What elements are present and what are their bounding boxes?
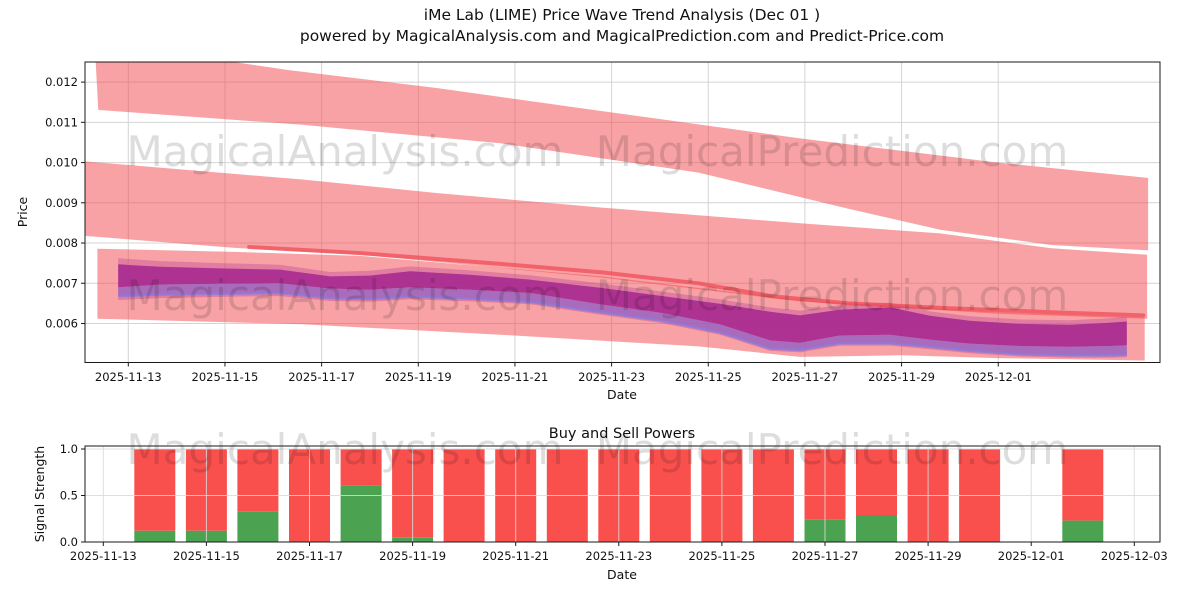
y-tick-label: 0.009 — [45, 196, 78, 210]
watermark-text: MagicalAnalysis.com — [127, 425, 564, 474]
watermark-text: MagicalAnalysis.com — [127, 127, 564, 176]
x-tick-label: 2025-12-03 — [1101, 549, 1168, 563]
x-tick-label: 2025-12-01 — [965, 370, 1032, 384]
price-chart-ticks: 2025-11-13 2025-11-15 2025-11-17 2025-11-19… — [45, 75, 1032, 384]
x-tick-label: 2025-11-25 — [688, 549, 755, 563]
x-tick-label: 2025-11-13 — [70, 549, 137, 563]
bar-chart-title: Buy and Sell Powers — [549, 426, 695, 442]
y-tick-label: 0.012 — [45, 75, 78, 89]
middle-forecast-band — [85, 161, 1148, 319]
bar-plot-border — [84, 445, 1161, 543]
bar-xlabel: Date — [607, 567, 637, 582]
watermark-text: MagicalPrediction.com — [596, 271, 1069, 320]
trend-line — [247, 245, 1146, 318]
x-tick-label: 2025-11-29 — [895, 549, 962, 563]
x-tick-label: 2025-11-21 — [482, 549, 549, 563]
x-tick-label: 2025-12-01 — [998, 549, 1065, 563]
chart-title: iMe Lab (LIME) Price Wave Trend Analysis… — [424, 6, 820, 24]
y-tick-label: 0.011 — [45, 115, 78, 129]
sell-bar-segment — [1062, 449, 1104, 521]
y-tick-label: 0.5 — [60, 489, 78, 503]
sell-bar-segment — [237, 449, 279, 512]
x-tick-label: 2025-11-19 — [379, 549, 446, 563]
watermark-text: MagicalPrediction.com — [596, 425, 1069, 474]
y-tick-label: 0.006 — [45, 316, 78, 330]
sell-bar-segment — [340, 449, 382, 486]
x-tick-label: 2025-11-21 — [482, 370, 549, 384]
buy-bar-segment — [237, 511, 279, 542]
y-tick-label: 0.0 — [60, 535, 78, 549]
signal-ylabel: Signal Strength — [32, 446, 47, 542]
buy-bar-segment — [340, 485, 382, 542]
bar-chart-ticks: 2025-11-13 2025-11-15 2025-11-17 2025-11-19… — [60, 442, 1168, 563]
x-tick-label: 2025-11-15 — [173, 549, 240, 563]
price-xlabel: Date — [607, 387, 637, 402]
buy-bar-segment — [856, 515, 897, 542]
x-tick-label: 2025-11-17 — [276, 549, 343, 563]
watermark-text: MagicalAnalysis.com — [127, 271, 564, 320]
x-tick-label: 2025-11-19 — [385, 370, 452, 384]
x-tick-label: 2025-11-27 — [792, 549, 859, 563]
y-tick-label: 0.010 — [45, 156, 78, 170]
x-tick-label: 2025-11-27 — [771, 370, 838, 384]
buy-bar-segment — [1062, 520, 1104, 542]
price-ylabel: Price — [15, 196, 30, 227]
price-wave-core — [118, 264, 1127, 347]
price-wave-lower — [118, 283, 1127, 356]
bar-chart-grid — [85, 446, 1160, 542]
trend-line-group — [247, 245, 1146, 318]
x-tick-label: 2025-11-23 — [578, 370, 645, 384]
x-tick-label: 2025-11-17 — [288, 370, 355, 384]
y-tick-label: 0.007 — [45, 276, 78, 290]
sell-bar-segment — [856, 449, 897, 515]
buy-bar-segment — [134, 530, 176, 542]
x-tick-label: 2025-11-29 — [868, 370, 935, 384]
y-tick-label: 1.0 — [60, 442, 78, 456]
sell-bar-segment — [134, 449, 176, 531]
x-tick-label: 2025-11-23 — [585, 549, 652, 563]
x-tick-label: 2025-11-15 — [192, 370, 259, 384]
price-wave-violet-edge — [118, 291, 1127, 357]
chart-subtitle: powered by MagicalAnalysis.com and Magic… — [300, 27, 944, 45]
buy-sell-bars — [134, 449, 1104, 542]
price-wave — [118, 258, 1127, 358]
y-tick-label: 0.008 — [45, 236, 78, 250]
x-tick-label: 2025-11-13 — [95, 370, 162, 384]
x-tick-label: 2025-11-25 — [675, 370, 742, 384]
watermark-text: MagicalPrediction.com — [596, 127, 1069, 176]
upper-forecast-band — [95, 62, 1149, 251]
watermark-layer: MagicalAnalysis.com MagicalPrediction.com… — [127, 127, 1069, 474]
price-plot-border — [84, 61, 1161, 363]
